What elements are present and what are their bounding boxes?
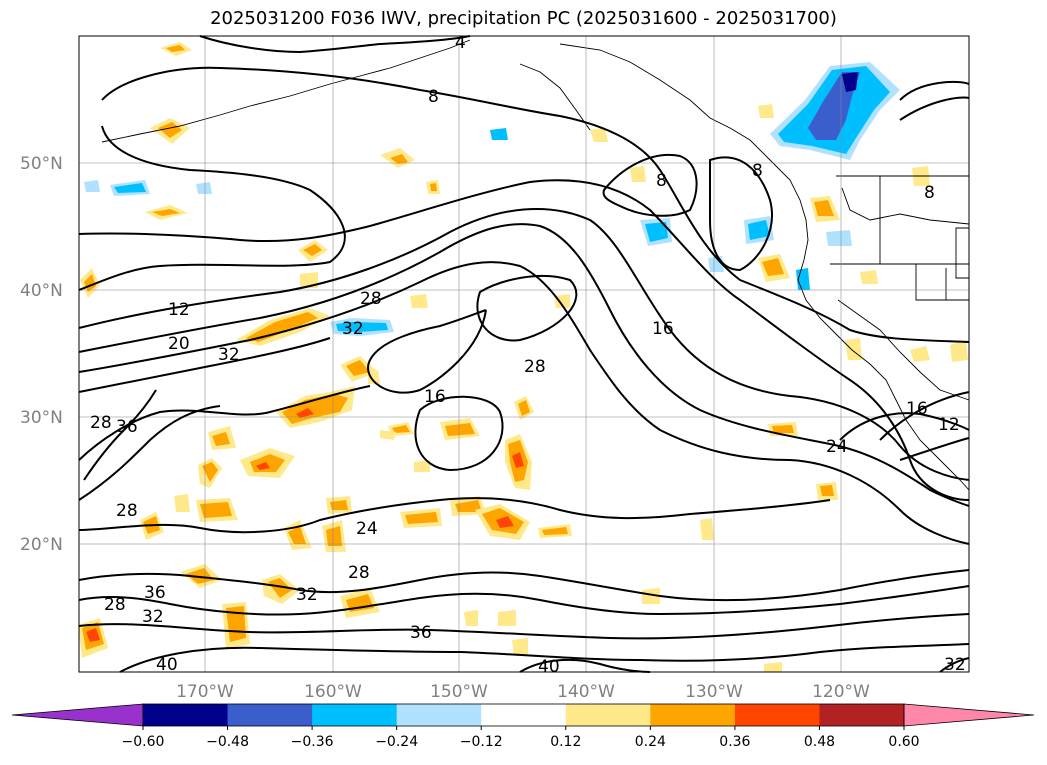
colorbar-tick-label: −0.60 [122, 734, 165, 750]
lat-label-30n: 30°N [20, 408, 63, 428]
coastlines [101, 39, 970, 491]
svg-text:24: 24 [826, 437, 848, 457]
svg-text:28: 28 [116, 501, 138, 521]
svg-text:28: 28 [524, 357, 546, 377]
colorbar-tick-label: −0.12 [460, 734, 503, 750]
lon-label-140w: 140°W [557, 682, 615, 702]
colorbar: −0.60 −0.48 −0.36 −0.24 −0.12 0.12 0.24 0.36 0.4… [11, 703, 1035, 750]
svg-text:40: 40 [156, 655, 178, 675]
svg-text:36: 36 [144, 583, 166, 603]
svg-text:28: 28 [348, 563, 370, 583]
graticule [79, 36, 969, 672]
colorbar-tick-label: −0.24 [375, 734, 418, 750]
svg-text:36: 36 [116, 417, 138, 437]
svg-text:20: 20 [168, 334, 190, 354]
colorbar-tick-label: −0.48 [206, 734, 249, 750]
colorbar-cell [312, 704, 398, 726]
svg-text:16: 16 [652, 319, 674, 339]
svg-text:28: 28 [104, 595, 126, 615]
latitude-labels: 50°N 40°N 30°N 20°N [20, 154, 63, 555]
svg-text:40: 40 [538, 657, 560, 677]
colorbar-tick-label: −0.36 [291, 734, 334, 750]
colorbar-cell [819, 704, 905, 726]
colorbar-cell [565, 704, 651, 726]
colorbar-extend-min [11, 703, 144, 727]
lon-label-120w: 120°W [812, 682, 870, 702]
colorbar-tick-label: 0.24 [635, 734, 666, 750]
svg-text:12: 12 [938, 415, 960, 435]
svg-text:32: 32 [218, 345, 240, 365]
colorbar-tick-label: 0.60 [888, 734, 919, 750]
lon-label-150w: 150°W [430, 682, 488, 702]
colorbar-outline [142, 703, 905, 727]
svg-text:28: 28 [360, 289, 382, 309]
lat-label-40n: 40°N [20, 281, 63, 301]
colorbar-tick-label: 0.48 [804, 734, 835, 750]
svg-text:4: 4 [455, 33, 466, 53]
svg-text:8: 8 [752, 161, 763, 181]
lat-label-50n: 50°N [20, 154, 63, 174]
colorbar-cell [143, 704, 229, 726]
contour-labels: 4 8 8 12 20 28 32 32 28 16 16 28 24 16 1… [90, 33, 966, 677]
iwv-contours [78, 35, 970, 673]
map-title: 2025031200 F036 IWV, precipitation PC (2… [210, 8, 837, 29]
svg-text:12: 12 [168, 300, 190, 320]
svg-text:8: 8 [924, 183, 935, 203]
svg-text:8: 8 [656, 171, 667, 191]
svg-text:16: 16 [906, 399, 928, 419]
lon-label-130w: 130°W [685, 682, 743, 702]
lon-label-170w: 170°W [176, 682, 234, 702]
svg-text:28: 28 [90, 413, 112, 433]
map-frame [78, 35, 970, 673]
longitude-labels: 170°W 160°W 150°W 140°W 130°W 120°W [176, 682, 870, 702]
svg-text:16: 16 [424, 387, 446, 407]
svg-text:36: 36 [410, 623, 432, 643]
colorbar-cell [734, 704, 820, 726]
colorbar-cell [396, 704, 482, 726]
lat-label-20n: 20°N [20, 535, 63, 555]
lon-label-160w: 160°W [304, 682, 362, 702]
colorbar-cell [227, 704, 313, 726]
colorbar-extend-max [903, 703, 1035, 727]
svg-text:32: 32 [342, 319, 364, 339]
colorbar-cell [481, 704, 567, 726]
colorbar-tick-label: 0.12 [550, 734, 581, 750]
svg-text:32: 32 [944, 655, 966, 675]
svg-text:24: 24 [356, 519, 378, 539]
map-panel: 4 8 8 12 20 28 32 32 28 16 16 28 24 16 1… [78, 33, 970, 677]
svg-text:8: 8 [428, 87, 439, 107]
svg-text:32: 32 [296, 585, 318, 605]
colorbar-cell [650, 704, 736, 726]
svg-text:32: 32 [142, 607, 164, 627]
colorbar-tick-label: 0.36 [719, 734, 750, 750]
